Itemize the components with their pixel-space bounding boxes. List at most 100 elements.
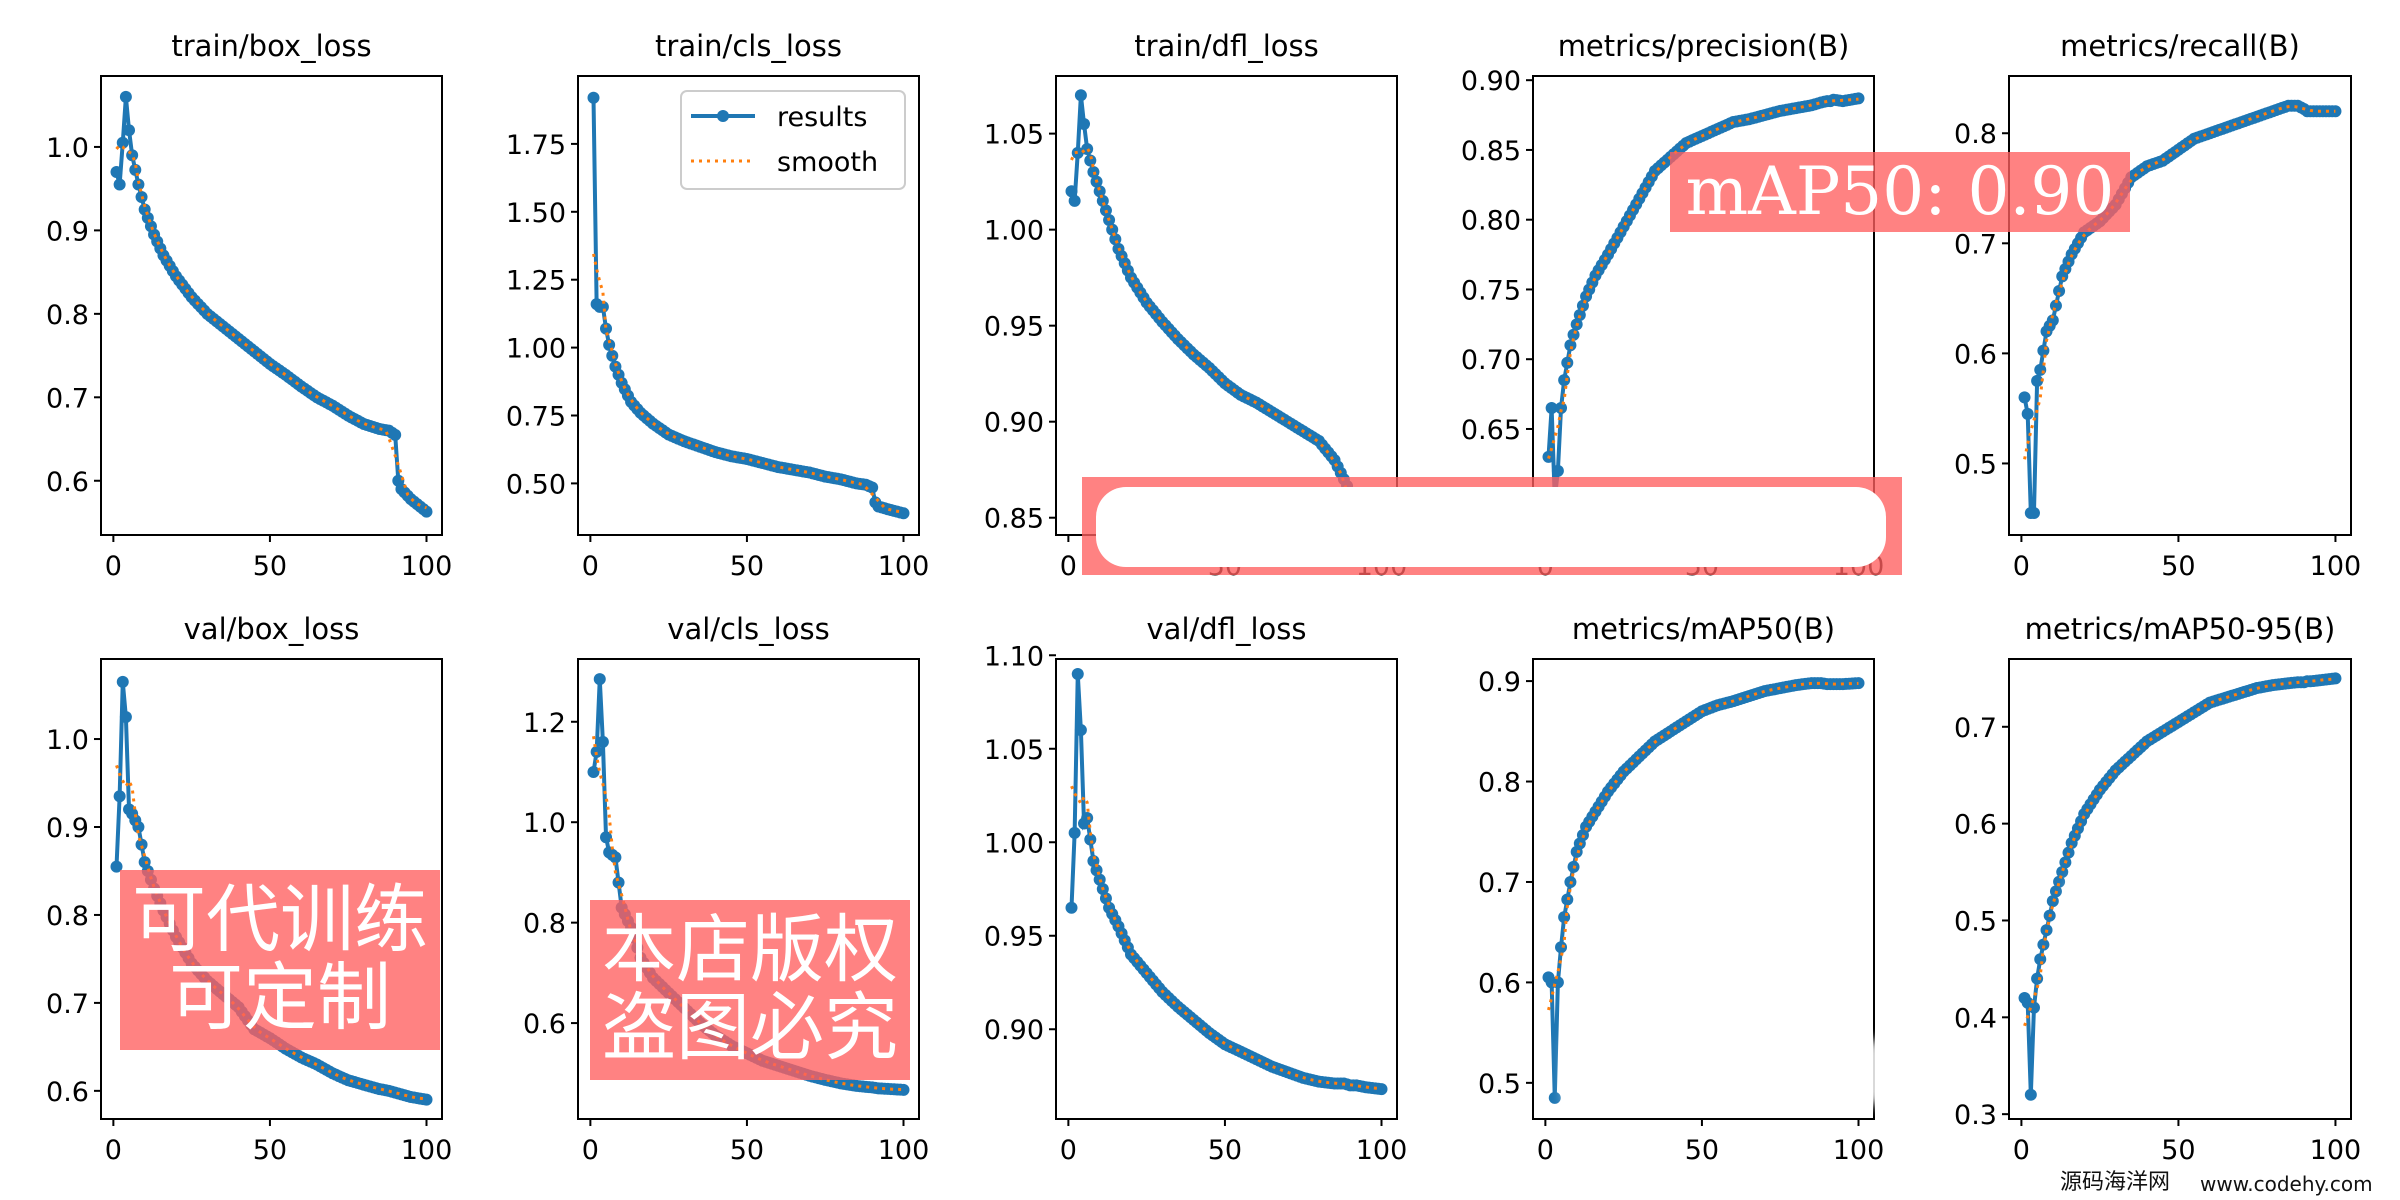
x-tick-label: 50 — [2161, 1135, 2195, 1166]
results-point — [116, 136, 129, 149]
axes-frame — [577, 658, 920, 1120]
results-line — [114, 96, 428, 514]
results-point — [1065, 185, 1078, 198]
results-point — [596, 735, 609, 748]
x-tick-label: 100 — [2310, 551, 2362, 582]
y-tick-label: 0.95 — [984, 312, 1044, 343]
results-point — [389, 428, 402, 441]
results-point — [113, 790, 126, 803]
y-tick-label: 0.8 — [1478, 768, 1521, 799]
white-blot — [1096, 487, 1886, 567]
subplot-title: train/box_loss — [171, 29, 371, 63]
y-tick-label: 0.75 — [1461, 275, 1521, 306]
results-point — [2053, 285, 2066, 298]
results-point — [1375, 1083, 1388, 1096]
results-point — [2027, 506, 2040, 519]
results-point — [1065, 901, 1078, 914]
axes-frame — [100, 75, 443, 536]
results-point — [866, 481, 879, 494]
results-point — [110, 860, 123, 873]
x-tick-label: 100 — [1833, 1135, 1885, 1166]
x-tick-label: 50 — [1685, 1135, 1719, 1166]
y-tick-label: 0.90 — [1461, 66, 1521, 97]
results-point — [600, 322, 613, 335]
smooth-line — [592, 253, 904, 514]
subplot-title: metrics/recall(B) — [2060, 29, 2300, 63]
plot-area — [1065, 667, 1388, 1096]
results-point — [897, 507, 910, 520]
results-point — [587, 91, 600, 104]
subplot-title: metrics/mAP50(B) — [1572, 612, 1835, 646]
axes-frame — [2008, 658, 2352, 1120]
results-point — [119, 711, 132, 724]
x-tick-label: 100 — [878, 1135, 930, 1166]
x-tick-label: 50 — [730, 1135, 764, 1166]
plot-area — [110, 90, 433, 518]
results-point — [1555, 402, 1568, 415]
white-patch-map5095 — [2070, 880, 2280, 1105]
results-point — [587, 765, 600, 778]
y-tick-label: 0.7 — [46, 989, 89, 1020]
y-tick-label: 1.00 — [984, 828, 1044, 859]
y-tick-label: 0.6 — [1954, 810, 1997, 841]
subplot-metrics-map50-95-b-: metrics/mAP50-95(B) 0.3 0.4 0.5 0.6 0.7 0 50 100 — [1954, 612, 2361, 1166]
x-tick-label: 100 — [1356, 1135, 1408, 1166]
results-point — [1548, 1091, 1561, 1104]
subplot-train-cls-loss: train/cls_loss 0.50 0.75 1.00 1.25 1.50 1.75 0 5… — [506, 29, 929, 582]
results-point — [1852, 92, 1865, 105]
results-point — [1081, 811, 1094, 824]
subplot-val-cls-loss: val/cls_loss 0.6 0.8 1.0 1.2 0 50 100 — [523, 612, 929, 1166]
results-line — [1546, 681, 1859, 1098]
subplot-metrics-recall-b-: metrics/recall(B) 0.5 0.6 0.7 0.8 0 50 100 — [1954, 29, 2361, 582]
results-point — [1573, 309, 1586, 322]
y-tick-label: 1.00 — [506, 334, 566, 365]
results-point — [1074, 89, 1087, 102]
subplot-title: metrics/precision(B) — [1558, 29, 1850, 63]
results-point — [126, 149, 139, 162]
results-point — [596, 300, 609, 313]
x-tick-label: 0 — [105, 1135, 122, 1166]
results-point — [1084, 154, 1097, 167]
axes-frame — [577, 75, 920, 536]
x-tick-label: 100 — [878, 551, 930, 582]
map-watermark-banner: mAP50: 0.90 — [1670, 152, 2130, 232]
x-tick-label: 50 — [253, 1135, 287, 1166]
results-point — [123, 124, 136, 137]
x-tick-label: 50 — [730, 551, 764, 582]
y-tick-label: 0.5 — [1478, 1069, 1521, 1100]
y-tick-label: 0.7 — [1954, 713, 1997, 744]
y-tick-label: 0.6 — [46, 1077, 89, 1108]
y-tick-label: 1.00 — [984, 216, 1044, 247]
blank-watermark-banner — [1082, 477, 1902, 575]
results-point — [600, 831, 613, 844]
y-tick-label: 0.9 — [46, 813, 89, 844]
y-tick-label: 0.6 — [1954, 339, 1997, 370]
results-point — [1558, 911, 1571, 924]
results-point — [132, 178, 145, 191]
results-point — [609, 851, 622, 864]
results-point — [1558, 374, 1571, 387]
results-point — [1551, 976, 1564, 989]
y-tick-label: 1.50 — [506, 198, 566, 229]
results-line — [1069, 673, 1382, 1092]
y-tick-label: 0.80 — [1461, 206, 1521, 237]
x-tick-label: 100 — [401, 551, 453, 582]
results-point — [1068, 826, 1081, 839]
y-tick-label: 0.6 — [46, 467, 89, 498]
plot-area — [1542, 677, 1865, 1104]
results-point — [2056, 866, 2069, 879]
axes-frame — [1532, 658, 1875, 1120]
results-point — [1099, 892, 1112, 905]
x-tick-label: 0 — [582, 1135, 599, 1166]
results-point — [612, 876, 625, 889]
white-patch-map50 — [1565, 1040, 1915, 1105]
site-logo-url: www.codehy.com — [2200, 1172, 2373, 1196]
smooth-line — [1547, 97, 1859, 460]
results-point — [1564, 339, 1577, 352]
y-tick-label: 1.0 — [523, 808, 566, 839]
y-tick-label: 0.85 — [1461, 136, 1521, 167]
site-logo-name: 源码海洋网 — [2060, 1170, 2171, 1195]
y-tick-label: 1.0 — [46, 133, 89, 164]
results-point — [1078, 118, 1091, 131]
x-tick-label: 0 — [1537, 1135, 1554, 1166]
